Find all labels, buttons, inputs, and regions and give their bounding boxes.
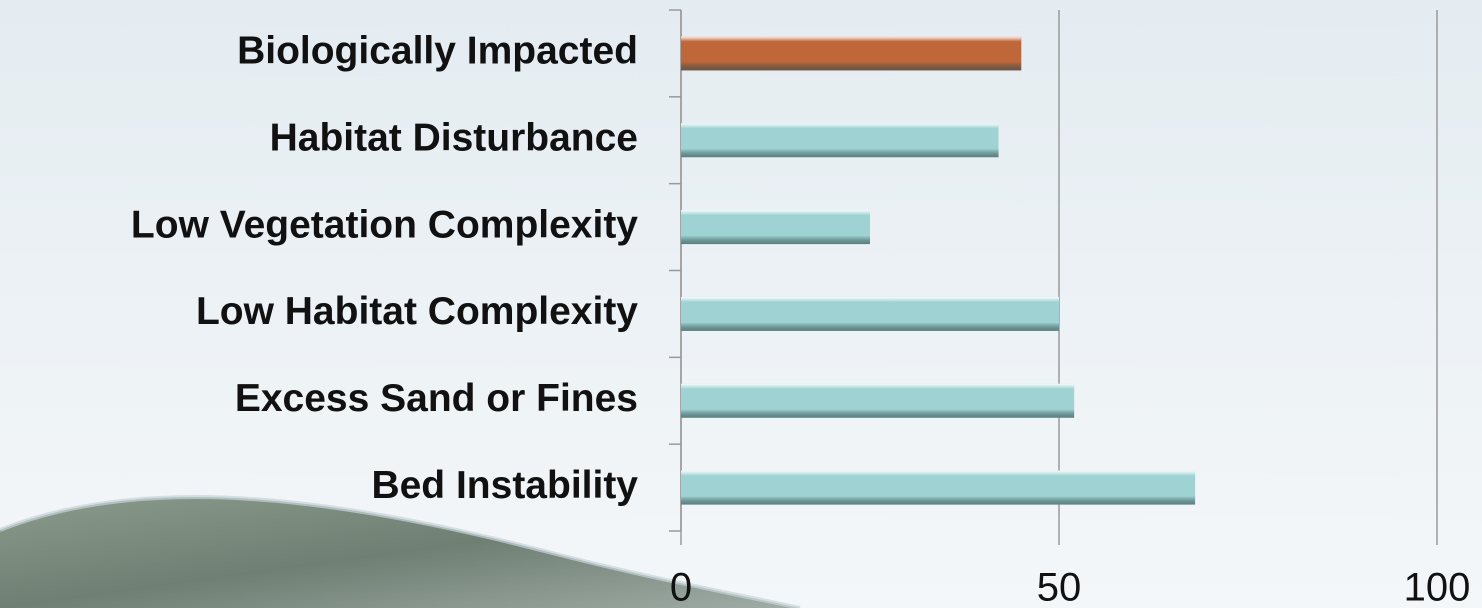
category-label: Habitat Disturbance [270,117,638,160]
bar-shading [681,383,1075,418]
bar-shading [681,123,999,158]
decorative-wave [0,497,800,608]
x-tick-label: 100 [1404,566,1471,608]
category-label: Bed Instability [371,464,638,507]
bar-shading [681,296,1059,331]
bar-shading [681,470,1196,505]
plot: 0 50 100 Biologically Impacted Habitat Distu… [131,9,1471,608]
category-label: Biologically Impacted [237,30,638,73]
x-tick-label: 50 [1037,566,1082,608]
category-label: Low Habitat Complexity [196,290,638,333]
x-tick-label: 0 [670,566,692,608]
wave-edge [0,495,801,608]
bar-shading [681,36,1022,71]
category-label: Low Vegetation Complexity [131,203,638,246]
bar-shading [681,210,870,245]
category-label: Excess Sand or Fines [235,377,638,420]
